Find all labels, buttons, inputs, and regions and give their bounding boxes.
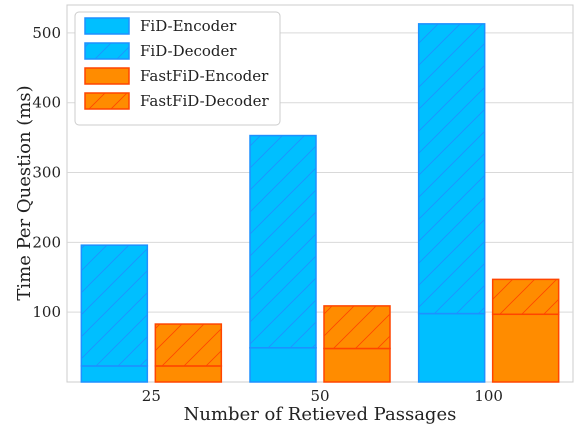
x-axis-label: Number of Retieved Passages (184, 404, 457, 425)
y-tick-label: 500 (32, 24, 61, 42)
x-tick-label-50: 50 (310, 387, 329, 405)
fid-encoder-bar-25 (80, 365, 149, 383)
x-tick-label-25: 25 (142, 387, 161, 405)
fid-decoder-bar-100-hatch (418, 23, 485, 314)
fastfid-encoder-bar-50 (323, 347, 391, 383)
x-tick-label-100: 100 (474, 387, 503, 405)
legend-label-fid-decoder: FiD-Decoder (140, 42, 237, 60)
legend-swatch-fid-encoder (84, 17, 130, 35)
fid-decoder-bar-50-hatch (250, 135, 316, 348)
fastfid-encoder-bar-25 (154, 365, 223, 383)
bars (80, 23, 560, 383)
legend-swatch-hatch-fid-decoder (85, 43, 129, 59)
legend-swatch-fastfid-encoder (84, 67, 130, 85)
fastfid-decoder-bar-50-hatch (324, 305, 390, 349)
fastfid-decoder-bar-25-hatch (155, 324, 222, 366)
fastfid-encoder-bar-100 (491, 313, 560, 383)
legend-label-fid-encoder: FiD-Encoder (140, 17, 237, 35)
y-axis-ticks: 100 200 300 400 500 (32, 24, 61, 321)
legend-label-fastfid-decoder: FastFiD-Decoder (140, 92, 269, 110)
legend-label-fastfid-encoder: FastFiD-Encoder (140, 67, 269, 85)
y-tick-label: 400 (32, 94, 61, 112)
y-tick-label: 100 (32, 303, 61, 321)
y-axis-label: Time Per Question (ms) (14, 85, 35, 300)
legend: FiD-Encoder FiD-Decoder FastFiD-Encoder Fas… (74, 11, 281, 126)
fid-decoder-bar-25-hatch (81, 245, 148, 366)
x-axis-ticks: 25 50 100 (142, 387, 503, 405)
fid-encoder-bar-50 (249, 347, 317, 383)
y-tick-label: 200 (32, 233, 61, 251)
fid-encoder-bar-100 (417, 312, 486, 383)
y-tick-label: 300 (32, 164, 61, 182)
legend-swatch-hatch-fastfid-decoder (85, 93, 129, 109)
fastfid-decoder-bar-100-hatch (492, 279, 559, 315)
